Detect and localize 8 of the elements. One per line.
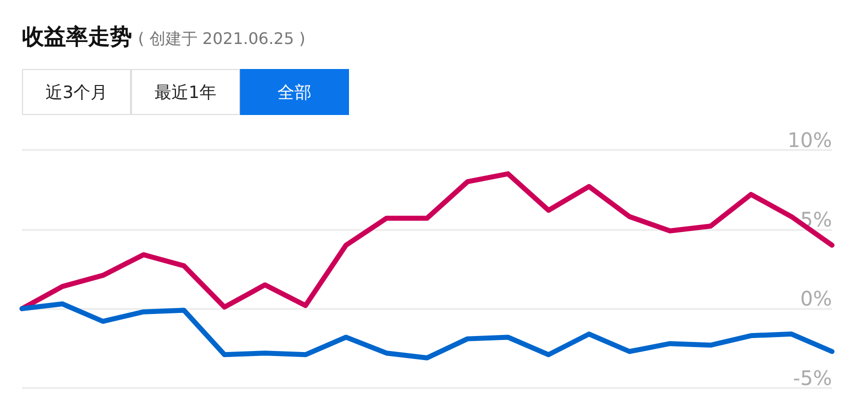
y-tick-label: 0% <box>800 286 832 311</box>
chart-subtitle: ( 创建于 2021.06.25 ) <box>138 29 306 48</box>
chart-title: 收益率走势 <box>22 25 132 50</box>
y-tick-label: -5% <box>793 366 832 390</box>
tab-button[interactable]: 最近1年 <box>131 69 240 115</box>
y-tick-label: 10% <box>788 128 832 152</box>
tab-button[interactable]: 全部 <box>240 69 349 115</box>
tab-button[interactable]: 近3个月 <box>22 69 131 115</box>
